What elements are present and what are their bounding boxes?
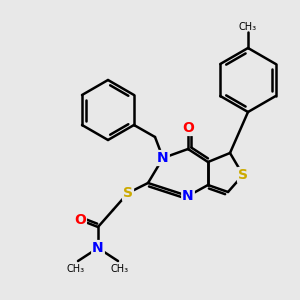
- Text: O: O: [74, 213, 86, 227]
- Text: N: N: [92, 241, 104, 255]
- Text: CH₃: CH₃: [239, 22, 257, 32]
- Text: CH₃: CH₃: [67, 264, 85, 274]
- Text: N: N: [182, 189, 194, 203]
- Text: O: O: [182, 121, 194, 135]
- Text: S: S: [123, 186, 133, 200]
- Text: S: S: [238, 168, 248, 182]
- Text: CH₃: CH₃: [111, 264, 129, 274]
- Text: N: N: [157, 151, 169, 165]
